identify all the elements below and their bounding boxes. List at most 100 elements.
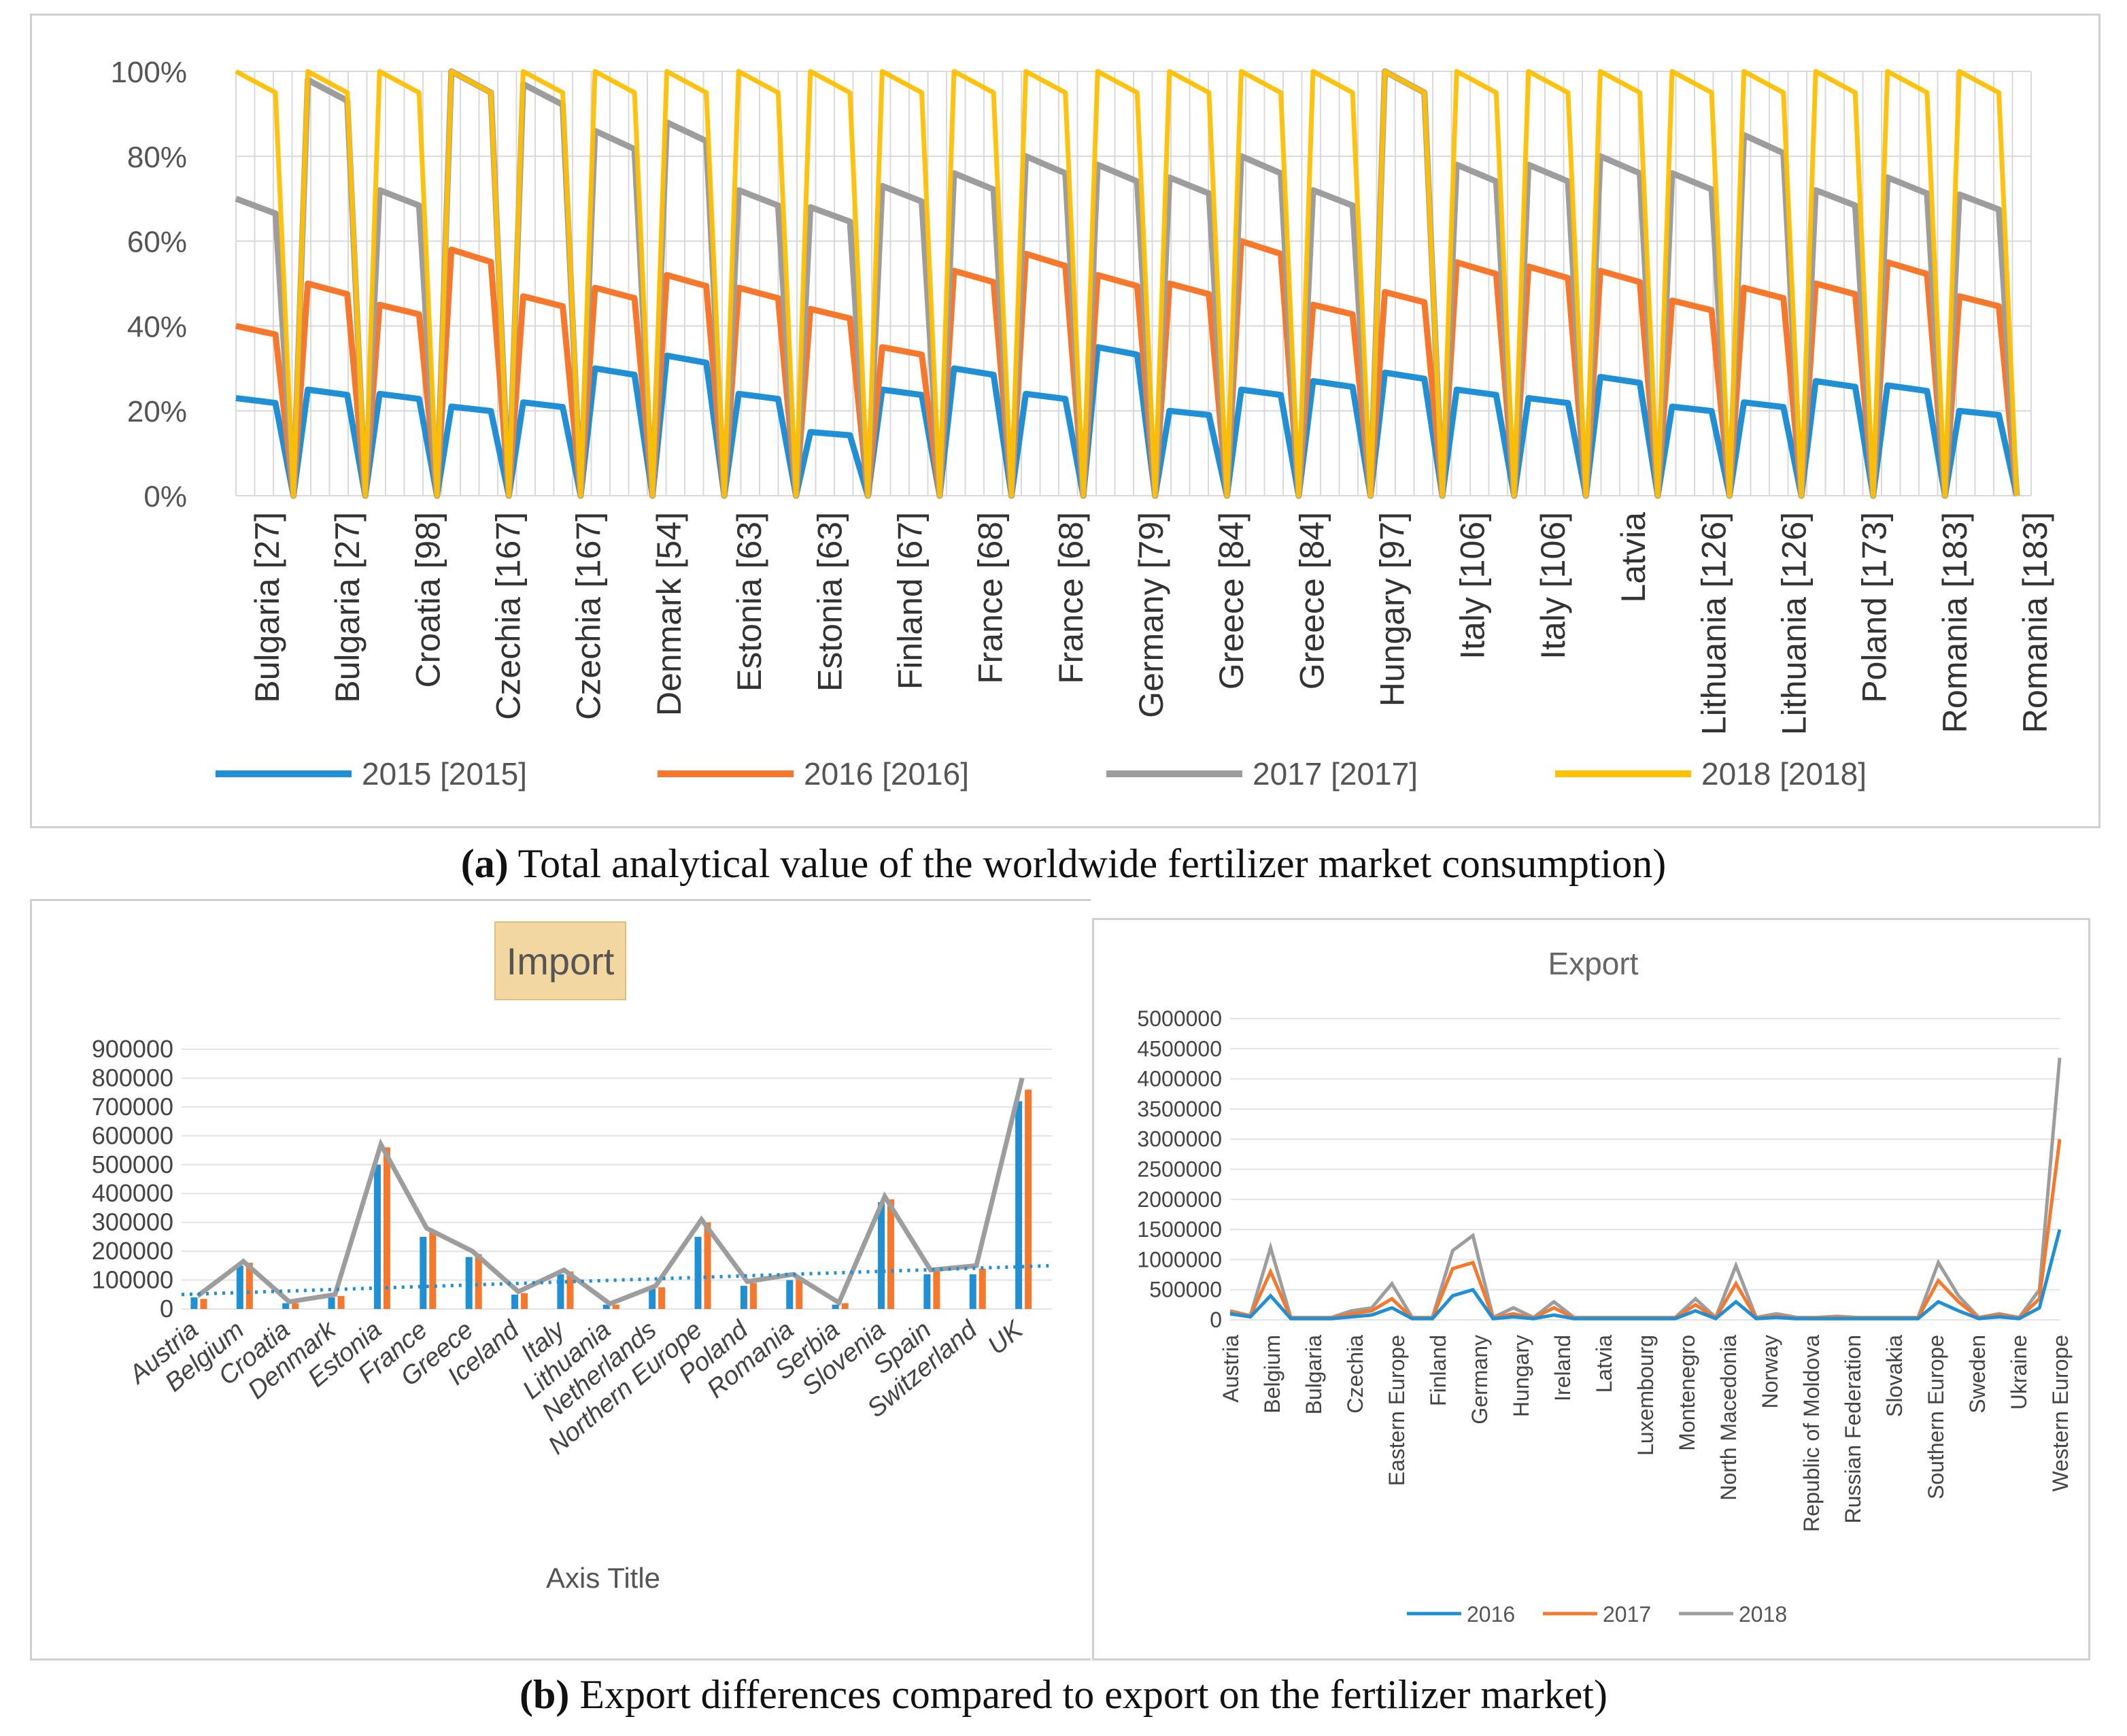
bar-2016 xyxy=(832,1304,839,1309)
x-tick-label: Czechia [167] xyxy=(490,512,528,720)
bar-2017 xyxy=(200,1299,207,1309)
legend-label: 2017 xyxy=(1603,1602,1651,1627)
x-tick-label: Czechia [167] xyxy=(570,512,608,720)
y-tick-label: 500000 xyxy=(92,1151,173,1178)
bar-2016 xyxy=(190,1297,198,1309)
x-tick-label: Western Europe xyxy=(2048,1335,2073,1492)
bar-2017 xyxy=(887,1199,894,1309)
bar-2017 xyxy=(337,1295,345,1309)
bar-2016 xyxy=(602,1304,610,1309)
y-tick-label: 700000 xyxy=(92,1093,173,1121)
x-tick-label: Romania [183] xyxy=(2016,512,2054,733)
legend-label: 2016 xyxy=(1467,1602,1515,1627)
y-tick-label: 1000000 xyxy=(1137,1247,1222,1272)
y-tick-label: 5000000 xyxy=(1137,1006,1222,1031)
x-tick-label: Southern Europe xyxy=(1924,1335,1948,1499)
x-tick-label: Germany xyxy=(1467,1335,1492,1425)
legend-label: 2015 [2015] xyxy=(362,756,527,792)
x-tick-label: Czechia xyxy=(1343,1335,1367,1414)
x-axis-title: Axis Title xyxy=(546,1562,660,1594)
bar-2017 xyxy=(429,1231,437,1309)
x-tick-label: Lithuania [126] xyxy=(1695,512,1733,735)
y-tick-label: 20% xyxy=(127,395,187,428)
y-tick-label: 100% xyxy=(110,56,187,89)
x-tick-label: Latvia xyxy=(1614,512,1652,603)
x-tick-label: UK xyxy=(983,1315,1030,1361)
bar-2016 xyxy=(923,1274,931,1309)
bar-2017 xyxy=(1025,1089,1032,1309)
y-tick-label: 800000 xyxy=(92,1063,173,1091)
bar-2016 xyxy=(649,1289,656,1309)
bar-2017 xyxy=(245,1263,253,1309)
y-tick-label: 0% xyxy=(143,480,187,513)
import-chart-title: Import xyxy=(494,921,626,1000)
caption-b-prefix: (b) xyxy=(520,1672,570,1717)
bar-2016 xyxy=(740,1286,747,1309)
bar-2017 xyxy=(704,1222,711,1309)
bar-2016 xyxy=(373,1164,381,1309)
x-tick-label: Eastern Europe xyxy=(1384,1335,1409,1486)
x-tick-label: Hungary [97] xyxy=(1374,512,1412,707)
bar-2017 xyxy=(979,1268,986,1309)
bar-2016 xyxy=(465,1257,473,1309)
y-tick-label: 100000 xyxy=(92,1266,173,1294)
y-tick-label: 40% xyxy=(127,310,187,343)
bar-2016 xyxy=(557,1274,564,1309)
y-tick-label: 900000 xyxy=(92,1035,173,1063)
series-line-2018 xyxy=(1229,1057,2062,1321)
series-line-2016 xyxy=(1229,1229,2062,1321)
y-tick-label: 3500000 xyxy=(1137,1097,1222,1121)
x-tick-label: Lithuania [126] xyxy=(1775,512,1813,735)
bar-2017 xyxy=(658,1287,666,1309)
x-tick-label: Denmark [54] xyxy=(650,512,688,716)
caption-b-text: Export differences compared to export on… xyxy=(569,1672,1607,1717)
x-tick-label: Russian Federation xyxy=(1841,1335,1865,1523)
bar-2017 xyxy=(521,1293,528,1309)
series-line-2017 xyxy=(1229,1138,2062,1321)
x-tick-label: Greece [84] xyxy=(1293,512,1331,690)
x-tick-label: Ireland xyxy=(1550,1335,1575,1401)
bar-2017 xyxy=(475,1254,482,1309)
y-tick-label: 1500000 xyxy=(1137,1217,1222,1242)
x-tick-label: North Macedonia xyxy=(1716,1335,1741,1501)
x-tick-label: Bulgaria [27] xyxy=(248,512,286,703)
caption-a-text: Total analytical value of the worldwide … xyxy=(508,841,1667,886)
series-line-2015 xyxy=(235,344,2020,499)
y-tick-label: 2500000 xyxy=(1137,1157,1222,1182)
bar-2016 xyxy=(878,1202,885,1309)
x-tick-label: Hungary xyxy=(1509,1335,1533,1417)
x-tick-label: Finland [67] xyxy=(891,512,929,690)
bar-2016 xyxy=(1015,1101,1023,1309)
x-tick-label: Estonia [63] xyxy=(811,512,849,692)
legend-label: 2018 [2018] xyxy=(1701,756,1867,792)
import-chart: 0100000200000300000400000500000600000700… xyxy=(92,1035,1053,1594)
x-tick-label: France [68] xyxy=(972,512,1010,684)
x-tick-label: Romania [183] xyxy=(1936,512,1974,733)
caption-a-prefix: (a) xyxy=(460,841,509,886)
x-tick-label: Sweden xyxy=(1965,1335,1990,1414)
y-tick-label: 600000 xyxy=(92,1121,173,1149)
bar-2017 xyxy=(612,1304,619,1309)
x-tick-label: Finland xyxy=(1426,1335,1450,1406)
x-tick-label: Bulgaria [27] xyxy=(328,512,367,703)
x-tick-label: Bulgaria xyxy=(1301,1335,1326,1415)
bar-2017 xyxy=(566,1271,574,1309)
x-tick-label: Montenegro xyxy=(1675,1335,1699,1451)
x-tick-label: Estonia [63] xyxy=(730,512,768,692)
x-tick-label: Latvia xyxy=(1592,1335,1616,1393)
y-tick-label: 400000 xyxy=(92,1179,173,1207)
y-tick-label: 60% xyxy=(127,226,187,259)
bar-2016 xyxy=(282,1303,290,1309)
y-tick-label: 80% xyxy=(127,141,187,174)
bar-2016 xyxy=(236,1265,243,1309)
bar-2017 xyxy=(749,1282,757,1309)
legend-label: 2016 [2016] xyxy=(804,756,969,792)
bar-2017 xyxy=(383,1147,390,1309)
export-chart: Export 0 500000 1000000 1500000 2000000 250000… xyxy=(1137,946,2073,1627)
x-tick-label: Italy [106] xyxy=(1454,512,1492,660)
caption-b: (b) Export differences compared to expor… xyxy=(0,1671,2127,1718)
x-tick-label: Slovakia xyxy=(1882,1335,1907,1417)
y-tick-label: 300000 xyxy=(92,1208,173,1236)
y-tick-label: 0 xyxy=(1210,1308,1222,1332)
series-line-2018 xyxy=(235,69,2020,498)
